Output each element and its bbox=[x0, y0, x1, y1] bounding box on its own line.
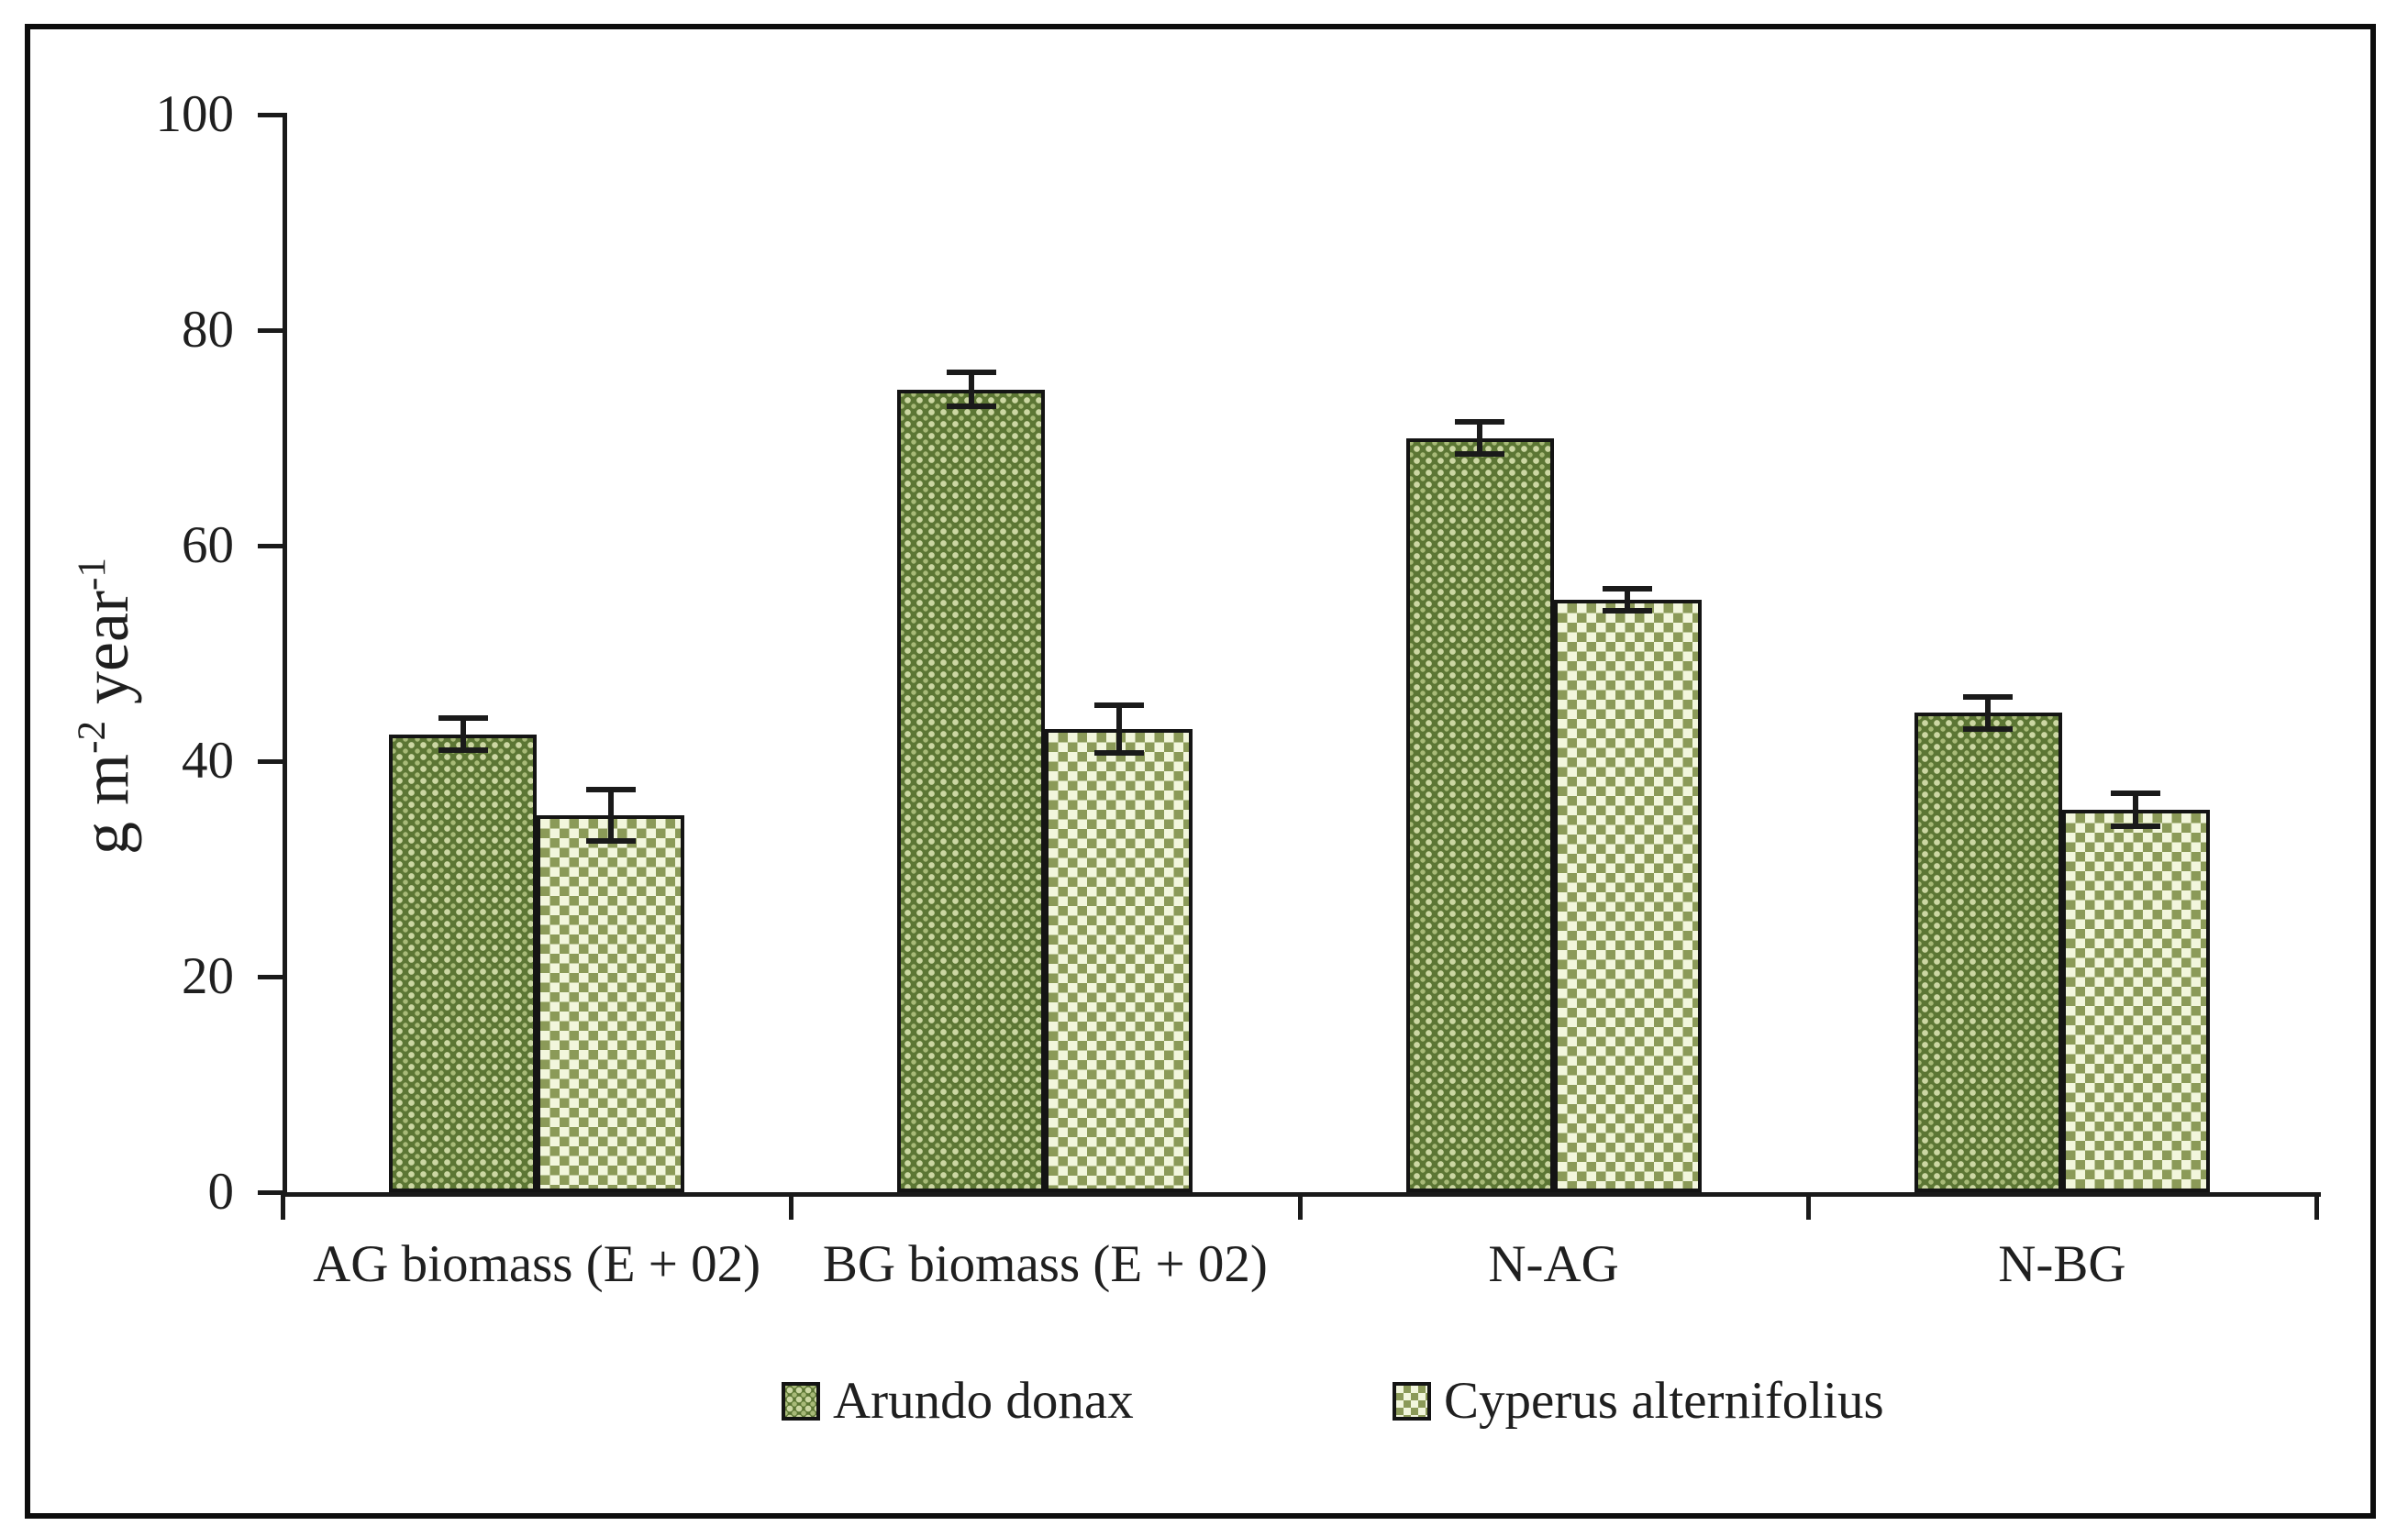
error-bar-cap-bottom bbox=[1093, 749, 1144, 756]
y-axis-title-text: g m-2 year-1 bbox=[68, 558, 142, 855]
bar-dots-cat3 bbox=[1914, 713, 2062, 1192]
bar-dots-cat0 bbox=[389, 734, 538, 1192]
error-bar bbox=[1115, 704, 1122, 753]
y-axis-title: g m-2 year-1 bbox=[46, 431, 165, 981]
bar-dots-cat1 bbox=[897, 389, 1046, 1192]
y-tick-label: 0 bbox=[207, 1163, 235, 1221]
error-bar-cap-bottom bbox=[585, 837, 636, 844]
y-axis-tick bbox=[258, 1190, 287, 1195]
error-bar-cap-top bbox=[438, 715, 488, 721]
bar-checker-cat1 bbox=[1045, 728, 1193, 1192]
y-axis-tick bbox=[258, 113, 287, 117]
legend-swatch-dots-icon bbox=[782, 1382, 820, 1421]
legend-swatch-checker-icon bbox=[1393, 1382, 1431, 1421]
error-bar-cap-top bbox=[1093, 702, 1144, 708]
x-axis-tick bbox=[1297, 1192, 1303, 1220]
error-bar bbox=[607, 789, 614, 841]
bar-checker-cat3 bbox=[2061, 809, 2210, 1192]
y-tick-label: 40 bbox=[182, 732, 234, 790]
legend-label: Cyperus alternifolius bbox=[1444, 1372, 1884, 1430]
y-axis-tick bbox=[258, 544, 287, 548]
error-bar-cap-top bbox=[1963, 693, 2014, 700]
bar-checker-cat0 bbox=[537, 814, 685, 1192]
error-bar bbox=[2133, 793, 2139, 826]
x-axis-tick bbox=[1805, 1192, 1811, 1220]
error-bar bbox=[968, 371, 974, 407]
error-bar-cap-bottom bbox=[1963, 725, 2014, 732]
error-bar-cap-bottom bbox=[1455, 451, 1505, 458]
error-bar-cap-top bbox=[2111, 791, 2161, 797]
y-tick-label: 100 bbox=[155, 85, 235, 143]
error-bar bbox=[460, 718, 466, 751]
legend-item-1: Arundo donax bbox=[782, 1372, 1134, 1430]
x-category-label: BG biomass (E + 02) bbox=[822, 1235, 1268, 1293]
error-bar-cap-top bbox=[1603, 586, 1653, 592]
bar-checker-cat2 bbox=[1553, 599, 1702, 1192]
error-bar-cap-bottom bbox=[438, 747, 488, 754]
bar-dots-cat2 bbox=[1405, 437, 1554, 1192]
x-axis-tick bbox=[789, 1192, 794, 1220]
y-axis-tick bbox=[258, 328, 287, 333]
error-bar-cap-bottom bbox=[1603, 607, 1653, 614]
error-bar-cap-top bbox=[1455, 418, 1505, 425]
error-bar-cap-top bbox=[585, 786, 636, 792]
error-bar-cap-bottom bbox=[2111, 823, 2161, 829]
x-axis-tick bbox=[281, 1192, 285, 1220]
y-axis-tick bbox=[258, 759, 287, 764]
x-category-label: N-AG bbox=[1488, 1235, 1619, 1293]
legend-label: Arundo donax bbox=[833, 1372, 1134, 1430]
x-category-label: N-BG bbox=[1998, 1235, 2126, 1293]
y-tick-label: 60 bbox=[182, 516, 234, 574]
error-bar bbox=[1625, 589, 1631, 611]
y-tick-label: 20 bbox=[182, 947, 234, 1005]
error-bar bbox=[1985, 696, 1992, 729]
y-tick-label: 80 bbox=[182, 301, 234, 359]
error-bar-cap-top bbox=[946, 369, 996, 375]
error-bar bbox=[1477, 421, 1483, 455]
x-category-label: AG biomass (E + 02) bbox=[313, 1235, 761, 1293]
x-axis-tick bbox=[2314, 1192, 2319, 1220]
error-bar-cap-bottom bbox=[946, 404, 996, 410]
y-axis-tick bbox=[258, 975, 287, 979]
legend-item-2: Cyperus alternifolius bbox=[1393, 1372, 1884, 1430]
